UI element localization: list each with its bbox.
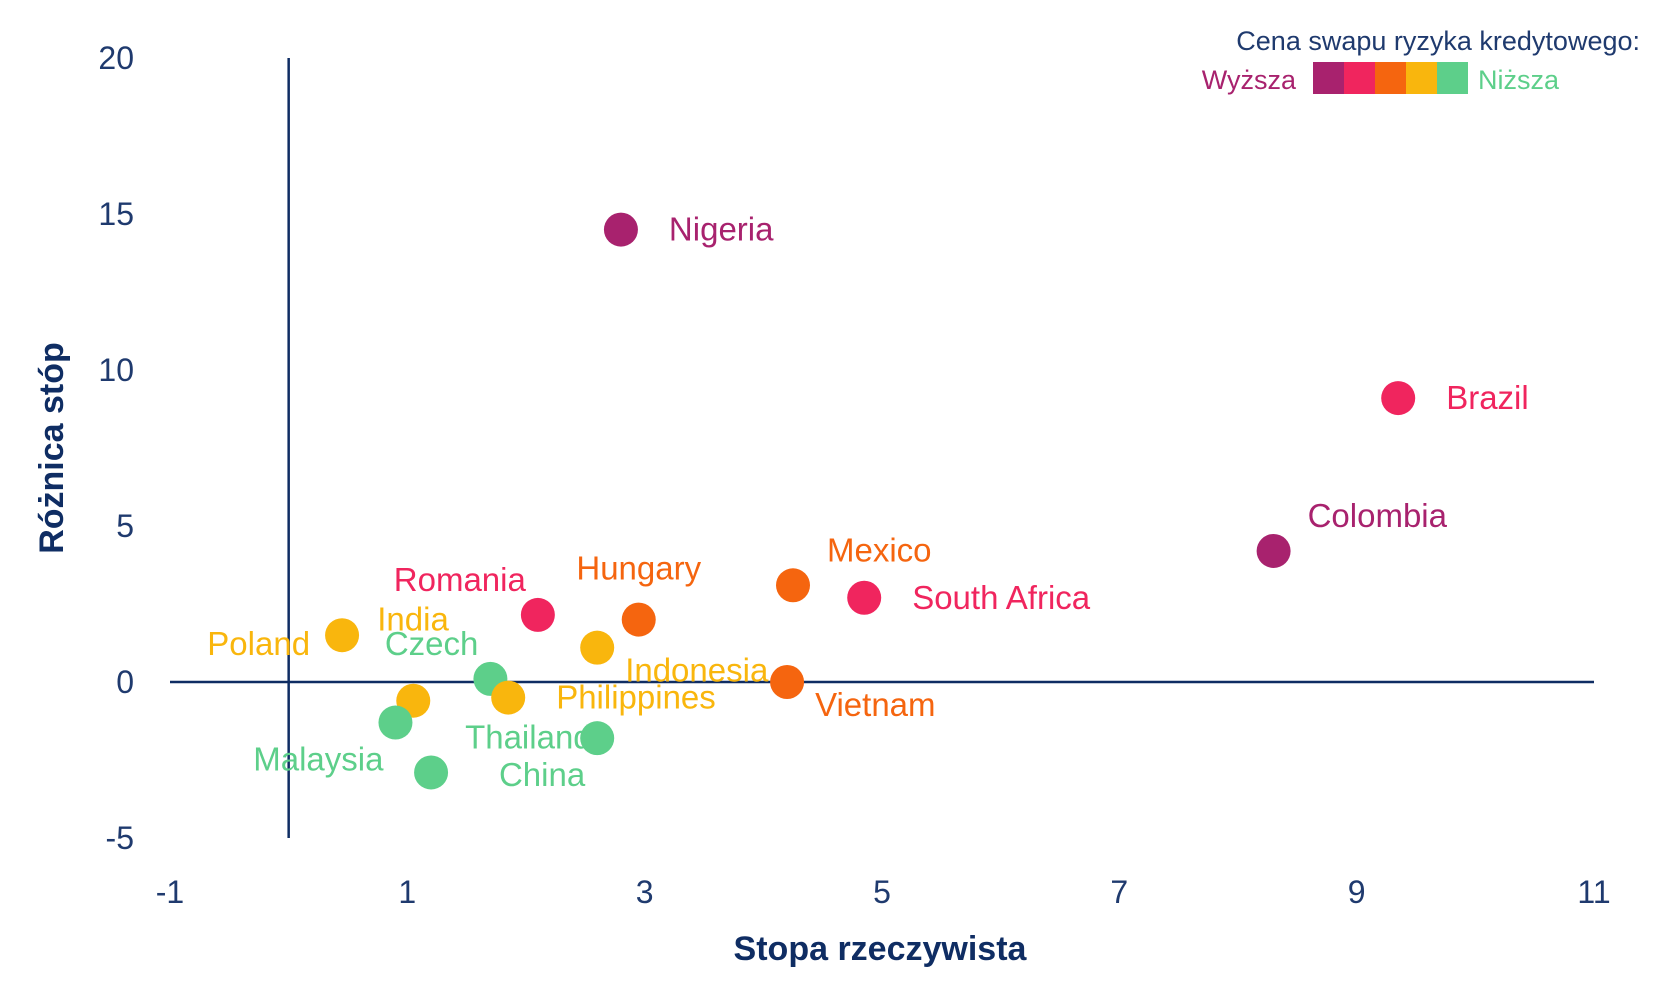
point-label: Brazil bbox=[1446, 379, 1529, 416]
data-point bbox=[520, 597, 555, 632]
data-points bbox=[325, 212, 1416, 790]
data-point bbox=[776, 568, 810, 603]
x-tick-label: 7 bbox=[1110, 874, 1128, 910]
x-tick-label: 11 bbox=[1577, 874, 1610, 910]
y-tick-label: -5 bbox=[106, 820, 134, 856]
point-label: Nigeria bbox=[669, 211, 774, 248]
x-tick-label: 5 bbox=[873, 874, 891, 910]
y-tick-label: 0 bbox=[116, 664, 134, 700]
point-label: Romania bbox=[394, 561, 527, 598]
y-axis-title: Różnica stóp bbox=[33, 342, 71, 554]
point-label: Hungary bbox=[576, 550, 701, 587]
legend: Cena swapu ryzyka kredytowego: Wyższa Ni… bbox=[1202, 26, 1640, 95]
legend-title: Cena swapu ryzyka kredytowego: bbox=[1236, 26, 1640, 56]
data-point bbox=[603, 212, 638, 247]
point-label: Thailand bbox=[465, 718, 592, 755]
axes bbox=[170, 58, 1594, 838]
legend-swatch bbox=[1344, 62, 1375, 94]
point-label: China bbox=[499, 756, 586, 793]
point-label: Malaysia bbox=[253, 741, 384, 778]
tick-labels: -1 1 3 5 7 9 11 -5 0 5 10 15 20 bbox=[98, 40, 1610, 910]
y-tick-label: 20 bbox=[98, 40, 134, 76]
x-tick-label: 9 bbox=[1348, 874, 1366, 910]
y-tick-label: 5 bbox=[116, 508, 134, 544]
x-tick-label: -1 bbox=[156, 874, 184, 910]
data-point bbox=[325, 618, 360, 653]
legend-swatch bbox=[1313, 62, 1344, 94]
data-point bbox=[414, 755, 449, 790]
data-point bbox=[1256, 533, 1291, 568]
y-tick-label: 10 bbox=[98, 352, 134, 388]
x-tick-label: 1 bbox=[398, 874, 416, 910]
y-tick-label: 15 bbox=[98, 196, 134, 232]
point-label: South Africa bbox=[912, 579, 1091, 616]
data-point bbox=[847, 580, 882, 615]
point-labels: Nigeria Brazil Colombia Mexico South Africa H… bbox=[207, 211, 1528, 794]
data-point bbox=[580, 630, 615, 665]
point-label: Indonesia bbox=[625, 652, 769, 689]
data-point bbox=[491, 680, 526, 715]
legend-low-label: Niższa bbox=[1478, 65, 1560, 95]
legend-color-scale bbox=[1313, 62, 1468, 94]
data-point bbox=[580, 721, 615, 756]
x-axis-title: Stopa rzeczywista bbox=[734, 930, 1028, 968]
legend-swatch bbox=[1437, 62, 1468, 94]
point-label: Philippines bbox=[556, 679, 716, 716]
x-tick-label: 3 bbox=[636, 874, 654, 910]
legend-swatch bbox=[1375, 62, 1406, 94]
legend-swatch bbox=[1406, 62, 1437, 94]
data-point bbox=[621, 602, 656, 637]
data-point bbox=[770, 665, 805, 699]
point-label: Vietnam bbox=[815, 686, 935, 723]
point-label: Colombia bbox=[1308, 497, 1448, 534]
data-point bbox=[378, 705, 413, 740]
point-label: Mexico bbox=[827, 531, 932, 568]
legend-high-label: Wyższa bbox=[1202, 65, 1297, 95]
point-label: Poland bbox=[207, 625, 310, 662]
point-label: Czech bbox=[385, 625, 479, 662]
data-point bbox=[1381, 381, 1416, 416]
point-label: India bbox=[377, 601, 449, 638]
